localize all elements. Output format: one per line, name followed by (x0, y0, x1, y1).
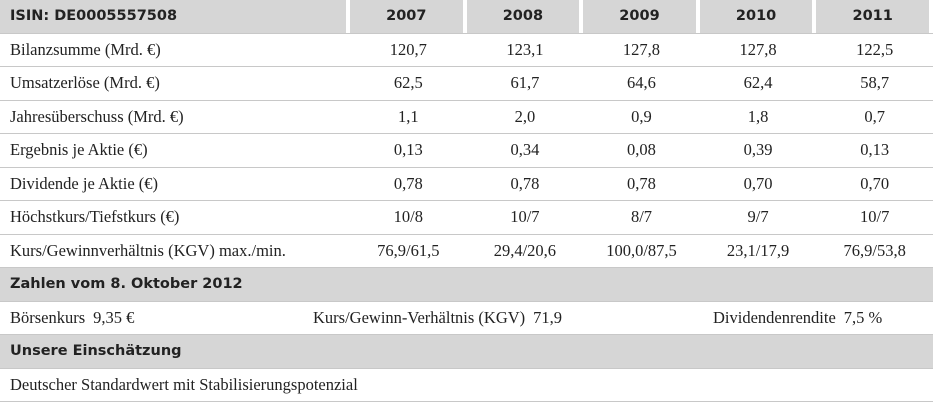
header-value: 2010 (699, 0, 817, 33)
row-value: 58,7 (860, 73, 890, 93)
row-value: 0,13 (860, 140, 890, 160)
row-value: 64,6 (627, 73, 656, 93)
row-value: 127,8 (739, 39, 777, 59)
row-value: 62,5 (393, 73, 423, 93)
row-value: 0,9 (631, 106, 652, 126)
row-label: Umsatzerlöse (Mrd. €) (10, 73, 160, 93)
row-label: Ergebnis je Aktie (€) (10, 140, 148, 160)
row-value: 62,4 (743, 73, 773, 93)
row-value: 29,4/20,6 (493, 240, 557, 260)
figure-value: 9,35 € (93, 307, 135, 327)
row-value: 127,8 (622, 39, 661, 59)
data-row: Umsatzerlöse (Mrd. €) 62,5 61,7 64,6 62,4 58,… (0, 67, 933, 101)
row-value: 1,1 (397, 106, 419, 126)
row-value: 0,39 (743, 140, 773, 160)
section-title: Unsere Einschätzung (10, 343, 182, 360)
row-value: 76,9/61,5 (377, 240, 440, 260)
figure-label: Kurs/Gewinn-Verhältnis (KGV) (313, 307, 526, 327)
row-value: 0,08 (627, 140, 656, 160)
data-row: Bilanzsumme (Mrd. €) 120,7 123,1 127,8 127,8… (0, 34, 933, 67)
header-row: ISIN: DE0005557508 2007 2008 2009 2010 2011 (0, 0, 933, 34)
row-value: 0,78 (393, 173, 423, 193)
row-value: 0,13 (393, 140, 423, 160)
section-header: Unsere Einschätzung (0, 335, 933, 369)
figure-value: 71,9 (533, 307, 563, 327)
assessment-text: Deutscher Standardwert mit Stabilisierun… (10, 374, 358, 394)
assessment-row: Deutscher Standardwert mit Stabilisierun… (0, 369, 933, 402)
figure-value: 7,5 % (843, 307, 883, 327)
row-value: 0,70 (743, 173, 773, 193)
figure-label: Börsenkurs (10, 307, 86, 327)
row-value: 100,0/87,5 (606, 240, 677, 260)
header-label: ISIN: DE0005557508 (0, 0, 350, 33)
data-row: Kurs/Gewinnverhältnis (KGV) max./min. 76,… (0, 235, 933, 268)
row-value: 61,7 (510, 73, 540, 93)
row-value: 10/7 (510, 207, 540, 227)
row-value: 8/7 (630, 207, 653, 227)
figures-row: Börsenkurs 9,35 € Kurs/Gewinn-Verhältnis (… (0, 302, 933, 335)
row-value: 122,5 (856, 39, 894, 59)
row-value: 0,70 (860, 173, 890, 193)
row-value: 10/8 (393, 207, 423, 227)
data-row: Dividende je Aktie (€) 0,78 0,78 0,78 0,70 0,… (0, 168, 933, 201)
data-row: Jahresüberschuss (Mrd. €) 1,1 2,0 0,9 1,8 0,7 (0, 101, 933, 134)
header-value: 2011 (816, 0, 933, 33)
figure-label: Dividendenrendite (713, 307, 836, 327)
row-value: 23,1/17,9 (726, 240, 790, 260)
row-value: 0,7 (864, 106, 885, 126)
row-value: 1,8 (747, 106, 769, 126)
figure-item: Dividendenrendite 7,5 % (713, 302, 882, 335)
header-value: 2008 (466, 0, 584, 33)
data-row: Höchstkurs/Tiefstkurs (€) 10/8 10/7 8/7 9/7 1… (0, 201, 933, 235)
row-value: 0,78 (627, 173, 656, 193)
figure-item: Kurs/Gewinn-Verhältnis (KGV) 71,9 (313, 302, 562, 335)
header-value: 2009 (583, 0, 700, 33)
row-value: 0,34 (510, 140, 540, 160)
row-label: Kurs/Gewinnverhältnis (KGV) max./min. (10, 240, 286, 260)
row-value: 2,0 (514, 106, 536, 126)
row-value: 0,78 (510, 173, 540, 193)
row-label: Höchstkurs/Tiefstkurs (€) (10, 207, 180, 227)
row-label: Bilanzsumme (Mrd. €) (10, 39, 161, 59)
row-label: Dividende je Aktie (€) (10, 173, 159, 193)
section-header: Zahlen vom 8. Oktober 2012 (0, 268, 933, 302)
data-row: Ergebnis je Aktie (€) 0,13 0,34 0,08 0,39 0,1… (0, 134, 933, 168)
row-value: 123,1 (506, 39, 544, 59)
row-value: 76,9/53,8 (843, 240, 906, 260)
row-value: 10/7 (860, 207, 890, 227)
header-value: 2007 (350, 0, 467, 33)
row-value: 9/7 (747, 207, 769, 227)
row-label: Jahresüberschuss (Mrd. €) (10, 106, 184, 126)
row-value: 120,7 (389, 39, 427, 59)
section-title: Zahlen vom 8. Oktober 2012 (10, 276, 243, 293)
figure-item: Börsenkurs 9,35 € (10, 302, 134, 335)
